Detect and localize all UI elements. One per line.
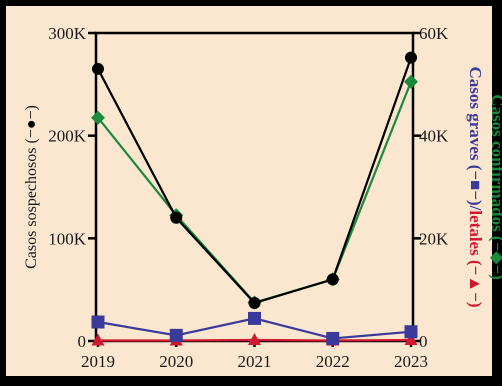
point-sospechosos [170,211,183,224]
y-axis-label-right-graves-letales: Casos graves (−■−)/letales (−▲−) [466,66,485,307]
letales-label-text: letales ( [466,210,485,266]
x-tick-label: 2023 [394,352,428,371]
graves-label-marker: −■− [466,170,485,200]
letales-label-close: ) [466,302,485,308]
x-tick-label: 2019 [81,352,115,371]
point-graves [326,331,340,345]
y-tick-label-left: 200K [48,127,87,146]
point-graves [404,325,418,339]
x-tick-label: 2020 [159,352,193,371]
confirmados-label-marker: −◆− [488,242,502,274]
letales-label-marker: −▲− [466,266,485,302]
y-tick-label-right: 20K [419,229,449,248]
point-letales [248,332,261,345]
point-letales [91,333,105,346]
point-sospechosos [405,51,417,64]
point-graves [248,311,261,325]
confirmados-label-text: Casos confirmados ( [488,94,502,242]
y-axis-label-left-suffix: ) [23,105,40,110]
point-sospechosos [92,62,104,75]
x-tick-label: 2022 [316,352,350,371]
graves-label-text: Casos graves ( [466,66,485,170]
graves-label-close: )/ [466,200,485,211]
y-tick-label-right: 40K [419,127,449,146]
y-tick-label-left: 0 [78,332,87,351]
y-axis-label-left-text: Casos sospechosos ( [23,138,40,269]
y-axis-label-left-marker: −●− [23,110,40,138]
point-sospechosos [326,273,339,286]
point-graves [91,315,105,329]
point-confirmados [404,74,418,89]
y-tick-label-left: 300K [48,24,87,43]
point-sospechosos [248,297,261,310]
y-axis-label-right-confirmados: Casos confirmados (−◆−) [488,94,502,279]
point-graves [169,328,183,342]
y-tick-label-left: 100K [48,229,87,248]
confirmados-label-suffix: ) [488,274,502,280]
x-tick-label: 2021 [238,352,272,371]
point-confirmados [91,110,105,125]
point-letales [404,332,418,345]
y-axis-label-left: Casos sospechosos (−●−) [23,105,40,269]
y-tick-label-right: 0 [419,332,428,351]
y-tick-label-right: 60K [419,24,449,43]
